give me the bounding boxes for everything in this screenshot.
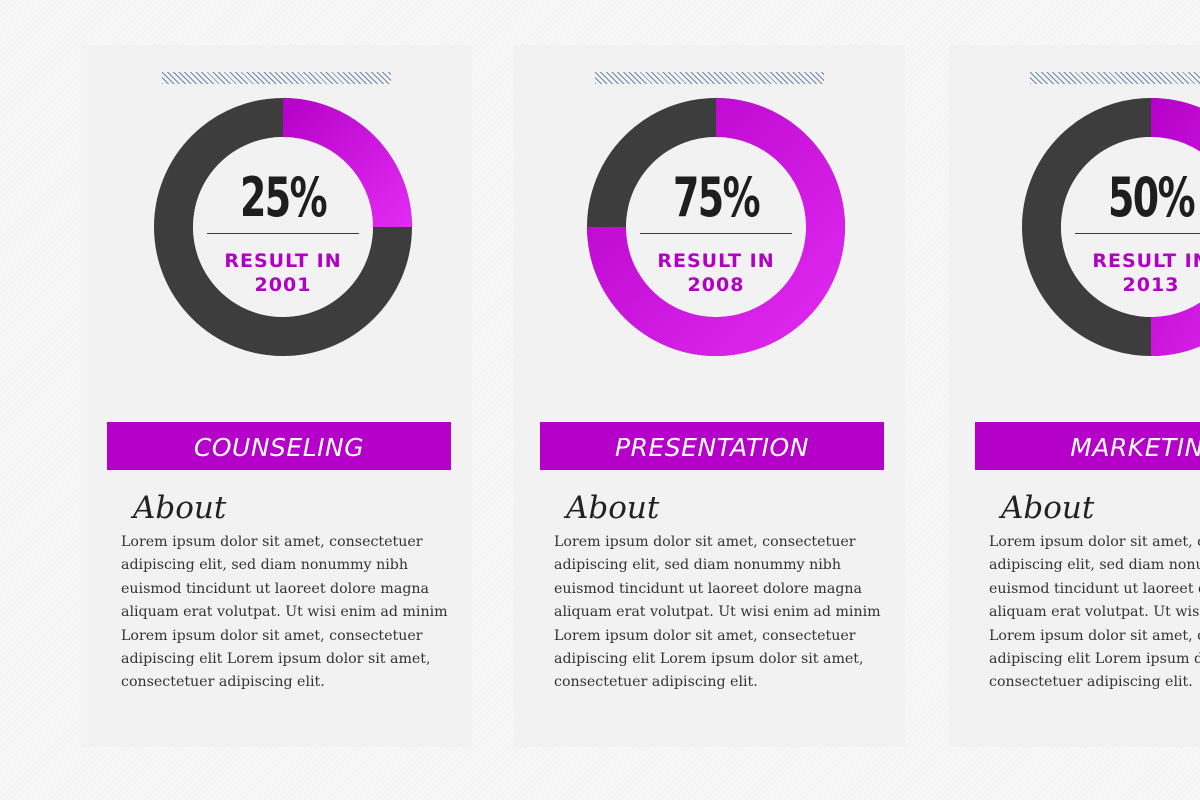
decorative-hatch	[162, 72, 391, 84]
divider-line	[640, 233, 792, 234]
category-label: COUNSELING	[107, 422, 451, 470]
donut-chart	[154, 98, 412, 356]
chart-card: 50% RESULT IN 2013 MARKETING About Lorem…	[949, 45, 1200, 747]
about-paragraph: Lorem ipsum dolor sit amet, consectetuer…	[989, 534, 1200, 691]
donut-center	[193, 137, 373, 317]
result-caption: RESULT IN 2008	[636, 249, 796, 297]
donut-value-segment	[283, 98, 412, 227]
result-year: 2008	[687, 274, 745, 296]
decorative-hatch	[595, 72, 824, 84]
result-caption: RESULT IN 2001	[203, 249, 363, 297]
about-heading: About	[566, 490, 660, 526]
divider-line	[1075, 233, 1200, 234]
result-caption: RESULT IN 2013	[1071, 249, 1200, 297]
category-label: MARKETING	[975, 422, 1200, 470]
donut-center	[626, 137, 806, 317]
result-text: RESULT IN	[224, 250, 342, 272]
percentage-label: 25%	[239, 166, 328, 229]
result-year: 2013	[1122, 274, 1180, 296]
about-heading: About	[1001, 490, 1095, 526]
chart-card: 25% RESULT IN 2001 COUNSELING About Lore…	[81, 45, 472, 747]
chart-card: 75% RESULT IN 2008 PRESENTATION About Lo…	[514, 45, 905, 747]
result-year: 2001	[254, 274, 312, 296]
donut-value-segment	[1151, 98, 1200, 356]
donut-center	[1061, 137, 1200, 317]
percentage-label: 50%	[1107, 166, 1196, 229]
percentage-label: 75%	[672, 166, 761, 229]
decorative-hatch	[1030, 72, 1200, 84]
result-text: RESULT IN	[657, 250, 775, 272]
category-label: PRESENTATION	[540, 422, 884, 470]
donut-chart	[1022, 98, 1200, 356]
about-heading: About	[133, 490, 227, 526]
about-paragraph: Lorem ipsum dolor sit amet, consectetuer…	[554, 534, 881, 691]
result-text: RESULT IN	[1092, 250, 1200, 272]
donut-chart	[587, 98, 845, 356]
about-paragraph: Lorem ipsum dolor sit amet, consectetuer…	[121, 534, 448, 691]
divider-line	[207, 233, 359, 234]
donut-value-segment	[587, 98, 845, 356]
